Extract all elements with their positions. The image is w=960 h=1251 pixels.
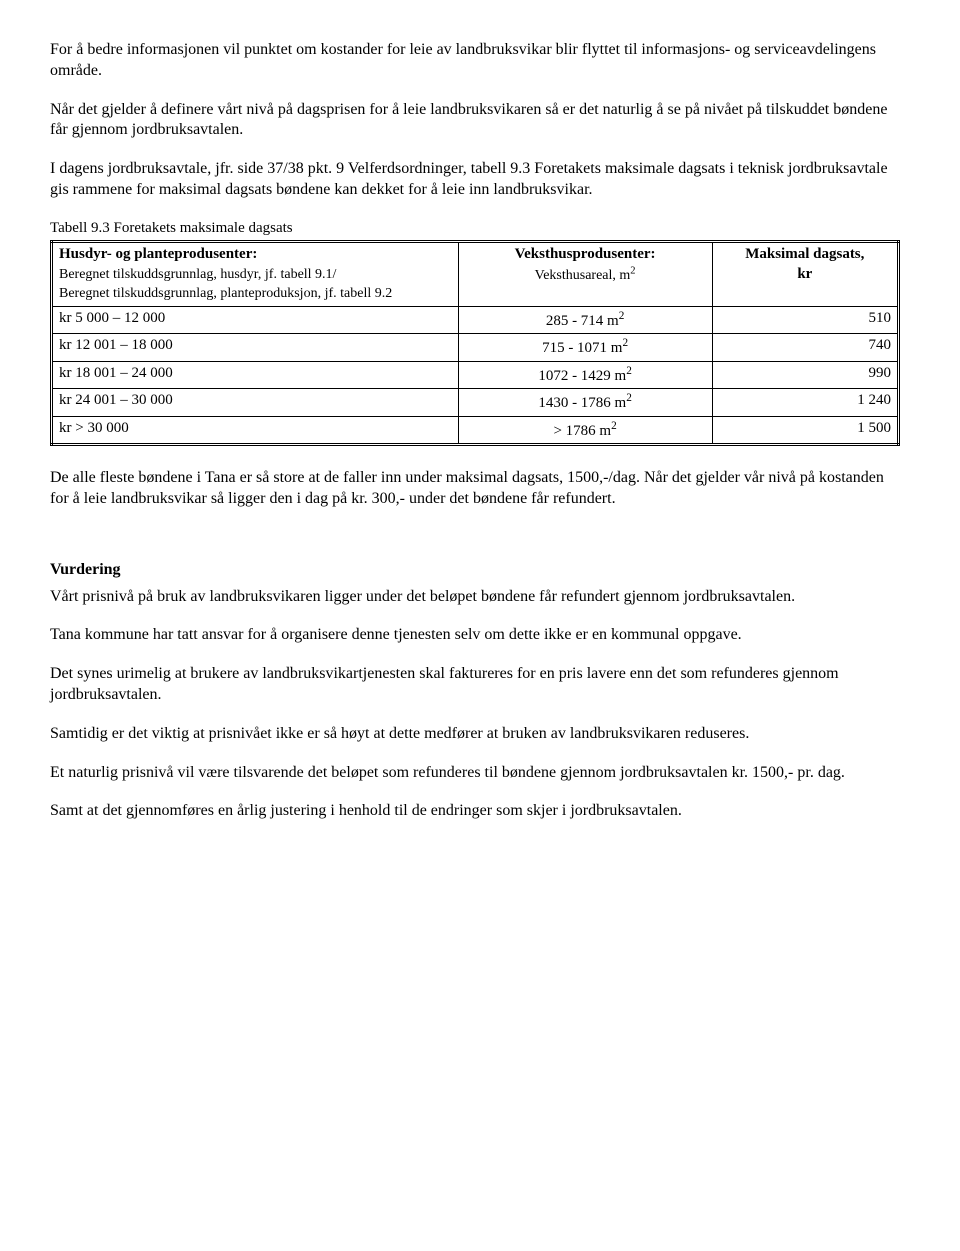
- table-row: kr 18 001 – 24 000 1072 - 1429 m2 990: [52, 361, 899, 389]
- cell-c2-sup: 2: [626, 392, 632, 404]
- table-row: kr 12 001 – 18 000 715 - 1071 m2 740: [52, 334, 899, 362]
- cell-c3: 990: [712, 361, 898, 389]
- cell-c2-text: 715 - 1071 m: [542, 340, 622, 356]
- table-row: kr 5 000 – 12 000 285 - 714 m2 510: [52, 306, 899, 334]
- col2-title: Veksthusprodusenter:: [515, 246, 656, 262]
- table-header-col1: Husdyr- og planteprodusenter: Beregnet t…: [52, 242, 459, 307]
- cell-c2-sup: 2: [619, 310, 625, 322]
- cell-c3: 1 500: [712, 416, 898, 445]
- cell-c2-sup: 2: [622, 337, 628, 349]
- cell-c1: kr > 30 000: [52, 416, 459, 445]
- cell-c2: 1072 - 1429 m2: [458, 361, 712, 389]
- cell-c2: 715 - 1071 m2: [458, 334, 712, 362]
- intro-paragraph-1: For å bedre informasjonen vil punktet om…: [50, 40, 900, 82]
- cell-c1: kr 12 001 – 18 000: [52, 334, 459, 362]
- table-header-row: Husdyr- og planteprodusenter: Beregnet t…: [52, 242, 899, 307]
- table-header-col3: Maksimal dagsats, kr: [712, 242, 898, 307]
- cell-c2: 285 - 714 m2: [458, 306, 712, 334]
- cell-c2-sup: 2: [626, 365, 632, 377]
- cell-c3: 1 240: [712, 389, 898, 417]
- col3-title-line2: kr: [797, 266, 812, 282]
- vurdering-p5: Et naturlig prisnivå vil være tilsvarend…: [50, 763, 900, 784]
- cell-c2-text: 1430 - 1786 m: [538, 395, 626, 411]
- intro-paragraph-2: Når det gjelder å definere vårt nivå på …: [50, 100, 900, 142]
- cell-c2: 1430 - 1786 m2: [458, 389, 712, 417]
- vurdering-p3: Det synes urimelig at brukere av landbru…: [50, 664, 900, 706]
- col1-title: Husdyr- og planteprodusenter:: [59, 246, 257, 262]
- vurdering-p1: Vårt prisnivå på bruk av landbruksvikare…: [50, 587, 900, 608]
- vurdering-p6: Samt at det gjennomføres en årlig juster…: [50, 801, 900, 822]
- cell-c1: kr 5 000 – 12 000: [52, 306, 459, 334]
- intro-paragraph-3: I dagens jordbruksavtale, jfr. side 37/3…: [50, 159, 900, 201]
- cell-c1: kr 18 001 – 24 000: [52, 361, 459, 389]
- col1-sub2: Beregnet tilskuddsgrunnlag, planteproduk…: [59, 286, 392, 301]
- cell-c1: kr 24 001 – 30 000: [52, 389, 459, 417]
- table-row: kr > 30 000 > 1786 m2 1 500: [52, 416, 899, 445]
- dagsats-table: Husdyr- og planteprodusenter: Beregnet t…: [50, 240, 900, 446]
- cell-c2: > 1786 m2: [458, 416, 712, 445]
- col1-sub1: Beregnet tilskuddsgrunnlag, husdyr, jf. …: [59, 267, 336, 282]
- cell-c2-text: 1072 - 1429 m: [538, 368, 626, 384]
- table-header-col2: Veksthusprodusenter: Veksthusareal, m2: [458, 242, 712, 307]
- col2-sub-sup: 2: [630, 266, 635, 277]
- vurdering-p2: Tana kommune har tatt ansvar for å organ…: [50, 625, 900, 646]
- cell-c2-sup: 2: [611, 420, 617, 432]
- vurdering-p4: Samtidig er det viktig at prisnivået ikk…: [50, 724, 900, 745]
- col2-sub: Veksthusareal, m2: [535, 268, 636, 283]
- table-caption: Tabell 9.3 Foretakets maksimale dagsats: [50, 219, 900, 239]
- vurdering-heading: Vurdering: [50, 560, 900, 581]
- post-table-paragraph: De alle fleste bøndene i Tana er så stor…: [50, 468, 900, 510]
- col3-title-line1: Maksimal dagsats,: [745, 246, 864, 262]
- col2-sub-text: Veksthusareal, m: [535, 268, 631, 283]
- cell-c3: 740: [712, 334, 898, 362]
- cell-c2-text: > 1786 m: [553, 423, 611, 439]
- table-row: kr 24 001 – 30 000 1430 - 1786 m2 1 240: [52, 389, 899, 417]
- table-body: kr 5 000 – 12 000 285 - 714 m2 510 kr 12…: [52, 306, 899, 445]
- cell-c2-text: 285 - 714 m: [546, 313, 619, 329]
- cell-c3: 510: [712, 306, 898, 334]
